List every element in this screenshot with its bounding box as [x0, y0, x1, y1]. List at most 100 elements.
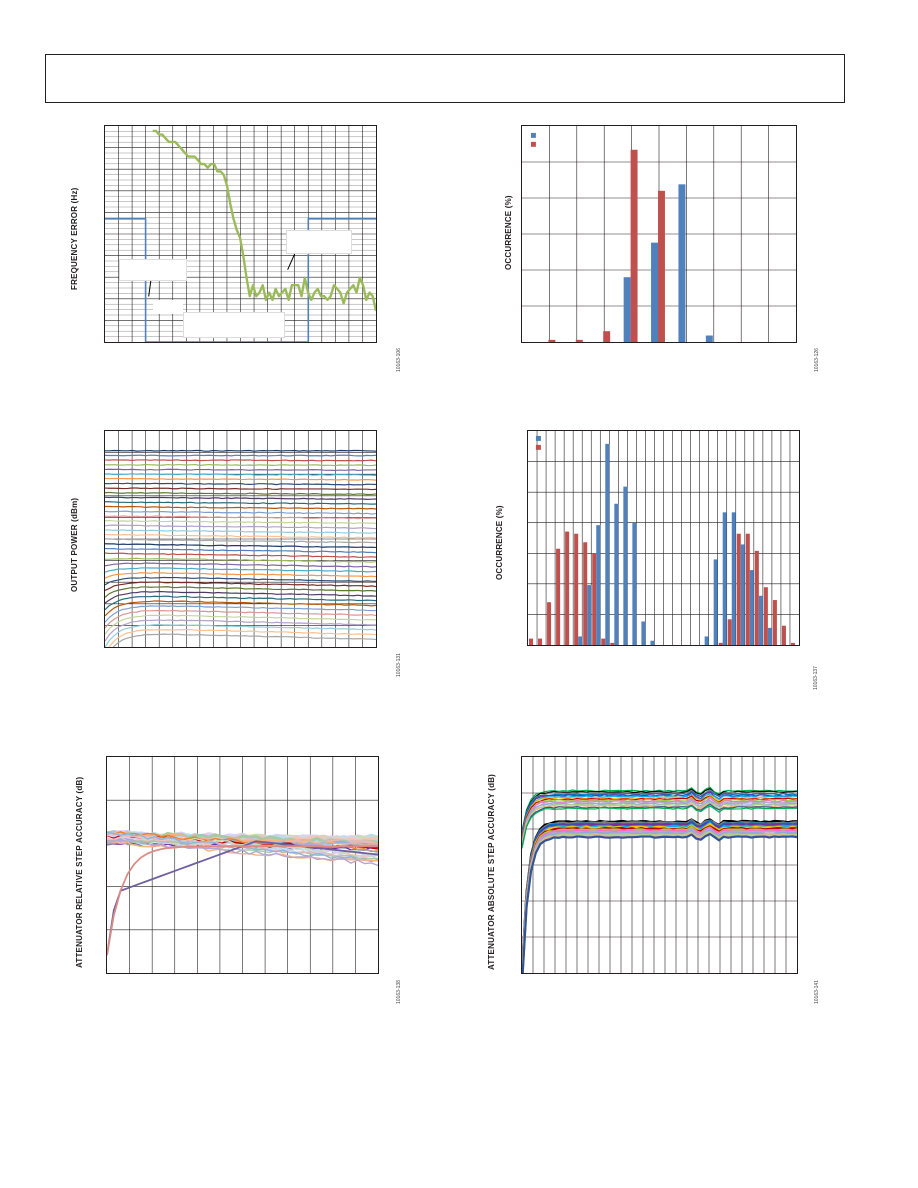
series-power-trace — [105, 482, 376, 486]
bar-series-2 — [718, 642, 723, 645]
series-absolute-trace — [522, 791, 797, 835]
bar-series-1 — [713, 559, 718, 645]
series-power-trace — [105, 510, 376, 515]
bar-series-1 — [758, 595, 763, 645]
bar-series-2 — [630, 149, 638, 342]
figure-id-141: 10163-141 — [814, 980, 820, 1004]
figure-id-126: 10163-126 — [814, 348, 820, 372]
bar-series-1 — [678, 184, 686, 342]
absolute-step-plot — [521, 756, 798, 974]
relative-step-chart — [107, 757, 378, 973]
series-power-trace — [105, 477, 376, 481]
output-power-y-axis-label: OUTPUT POWER (dBm) — [70, 497, 79, 592]
annotation-box-4 — [183, 312, 285, 338]
relative-step-plot — [106, 756, 379, 974]
series-absolute-trace — [522, 818, 797, 973]
figure-id-138: 10163-138 — [396, 980, 402, 1004]
series-power-trace — [105, 571, 376, 579]
bar-series-2 — [528, 638, 534, 645]
bar-series-2 — [547, 602, 552, 645]
series-absolute-trace — [522, 788, 797, 832]
series-step-line — [105, 218, 376, 342]
bar-series-2 — [592, 552, 597, 645]
series-power-trace — [105, 609, 376, 629]
bar-series-2 — [574, 533, 579, 645]
output-power-plot — [104, 430, 377, 648]
series-power-trace — [105, 552, 376, 558]
bar-series-1 — [767, 627, 772, 645]
bar-series-1 — [614, 503, 619, 645]
figure-id-106: 10163-106 — [396, 348, 402, 372]
series-absolute-trace — [522, 805, 797, 849]
occurrence-mid-chart — [528, 431, 799, 645]
series-power-trace — [112, 633, 376, 647]
series-absolute-trace — [522, 786, 797, 832]
series-power-trace — [105, 501, 376, 505]
occurrence-mid-plot — [527, 430, 800, 646]
series-relative-trace — [107, 831, 378, 853]
bar-series-2 — [556, 548, 561, 645]
bar-series-2 — [565, 531, 570, 645]
relative-step-y-axis-label: ATTENUATOR RELATIVE STEP ACCURACY (dB) — [75, 776, 84, 968]
bar-series-2 — [781, 625, 786, 645]
series-relative-outlier-2 — [107, 845, 378, 956]
bar-series-1 — [740, 544, 745, 645]
series-power-trace — [108, 628, 376, 647]
occurrence-top-plot — [521, 125, 797, 343]
series-frequency-error-line — [152, 129, 376, 312]
series-absolute-trace — [522, 821, 797, 973]
bar-series-2 — [763, 587, 768, 645]
frequency-error-chart — [105, 126, 376, 342]
series-power-trace — [105, 586, 376, 598]
series-relative-trace — [107, 839, 378, 867]
bar-series-1 — [623, 486, 628, 645]
series-power-trace — [105, 468, 376, 472]
bar-series-1 — [731, 512, 736, 645]
series-power-trace — [105, 533, 376, 539]
series-power-trace — [105, 449, 376, 452]
bar-series-1 — [650, 640, 655, 645]
bar-series-2 — [603, 331, 611, 342]
series-power-trace — [105, 538, 376, 544]
header-box — [45, 54, 845, 103]
bar-series-2 — [727, 619, 732, 645]
legend-swatch-1 — [535, 435, 541, 441]
series-absolute-trace — [522, 819, 797, 973]
series-power-trace — [105, 519, 376, 525]
bar-series-1 — [722, 512, 727, 645]
series-power-trace — [105, 515, 376, 520]
bar-series-1 — [605, 443, 610, 645]
series-absolute-trace — [522, 825, 797, 973]
series-absolute-trace — [522, 822, 797, 973]
bar-series-2 — [601, 638, 606, 645]
series-absolute-trace — [522, 826, 797, 973]
bar-series-1 — [749, 570, 754, 645]
bar-series-2 — [583, 542, 588, 645]
series-power-trace — [105, 576, 376, 586]
series-power-trace — [105, 547, 376, 554]
legend-swatch-1 — [530, 132, 536, 138]
series-power-trace — [105, 491, 376, 496]
absolute-step-y-axis-label: ATTENUATOR ABSOLUTE STEP ACCURACY (dB) — [487, 773, 496, 970]
bar-series-2 — [658, 190, 665, 342]
series-power-trace — [105, 524, 376, 530]
bar-series-2 — [772, 600, 777, 645]
series-power-trace — [105, 623, 376, 647]
series-power-trace — [105, 543, 376, 549]
series-power-trace — [105, 605, 376, 623]
bar-series-1 — [705, 335, 713, 342]
series-power-trace — [105, 505, 376, 510]
series-absolute-trace — [522, 829, 797, 973]
figure-id-137: 10163-137 — [813, 666, 819, 690]
series-absolute-trace — [522, 793, 797, 837]
series-power-trace — [105, 614, 376, 635]
series-absolute-trace — [522, 821, 797, 973]
series-power-trace — [105, 496, 376, 500]
series-absolute-trace — [522, 803, 797, 847]
series-power-trace — [105, 590, 376, 604]
series-power-trace — [105, 529, 376, 534]
bar-series-2 — [575, 339, 583, 342]
bar-series-2 — [754, 550, 759, 645]
series-power-trace — [105, 595, 376, 611]
series-power-trace — [105, 567, 376, 573]
